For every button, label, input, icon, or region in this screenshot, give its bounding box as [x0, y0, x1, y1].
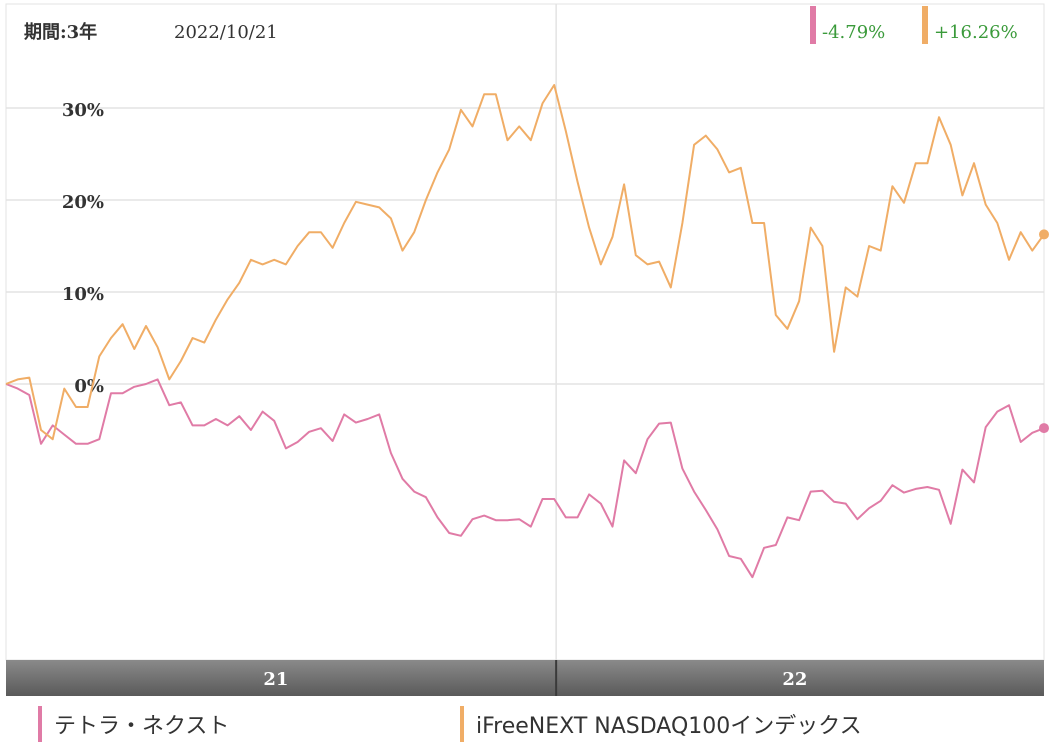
series-lines [5, 84, 1049, 579]
legend-item-tetra: テトラ・ネクスト [38, 704, 229, 744]
series-line-1 [5, 84, 1045, 441]
legend-label: テトラ・ネクスト [54, 714, 230, 739]
legend-label: iFreeNEXT NASDAQ100インデックス [476, 714, 862, 739]
returns-summary: -4.79% +16.26% [810, 6, 1018, 44]
x-axis-bar: 21 22 [6, 660, 1044, 696]
chart-svg: 期間:3年 2022/10/21 -4.79% +16.26% 0% 10% 20% 3… [5, 3, 1049, 696]
x-tick-label: 22 [782, 669, 807, 690]
x-tick-label: 21 [263, 669, 288, 690]
return-swatch [922, 6, 928, 44]
period-label: 期間:3年 [24, 21, 97, 43]
return-value: -4.79% [822, 22, 885, 43]
series-line-0 [5, 378, 1045, 579]
legend-swatch [460, 706, 464, 742]
series-end-point-0 [1039, 423, 1049, 434]
series-end-point-1 [1039, 229, 1049, 240]
date-label: 2022/10/21 [174, 22, 278, 43]
y-tick-label: 30% [62, 100, 104, 121]
return-value: +16.26% [934, 22, 1018, 43]
y-tick-label: 0% [74, 376, 104, 397]
plot-border [5, 3, 1045, 661]
y-tick-label: 20% [62, 192, 104, 213]
x-axis-bar-bg [6, 660, 1044, 696]
return-swatch [810, 6, 816, 44]
y-axis-labels: 0% 10% 20% 30% [62, 100, 104, 397]
legend-swatch [38, 706, 42, 742]
gridlines [5, 3, 1045, 661]
legend-item-nasdaq: iFreeNEXT NASDAQ100インデックス [460, 704, 862, 744]
y-tick-label: 10% [62, 284, 104, 305]
